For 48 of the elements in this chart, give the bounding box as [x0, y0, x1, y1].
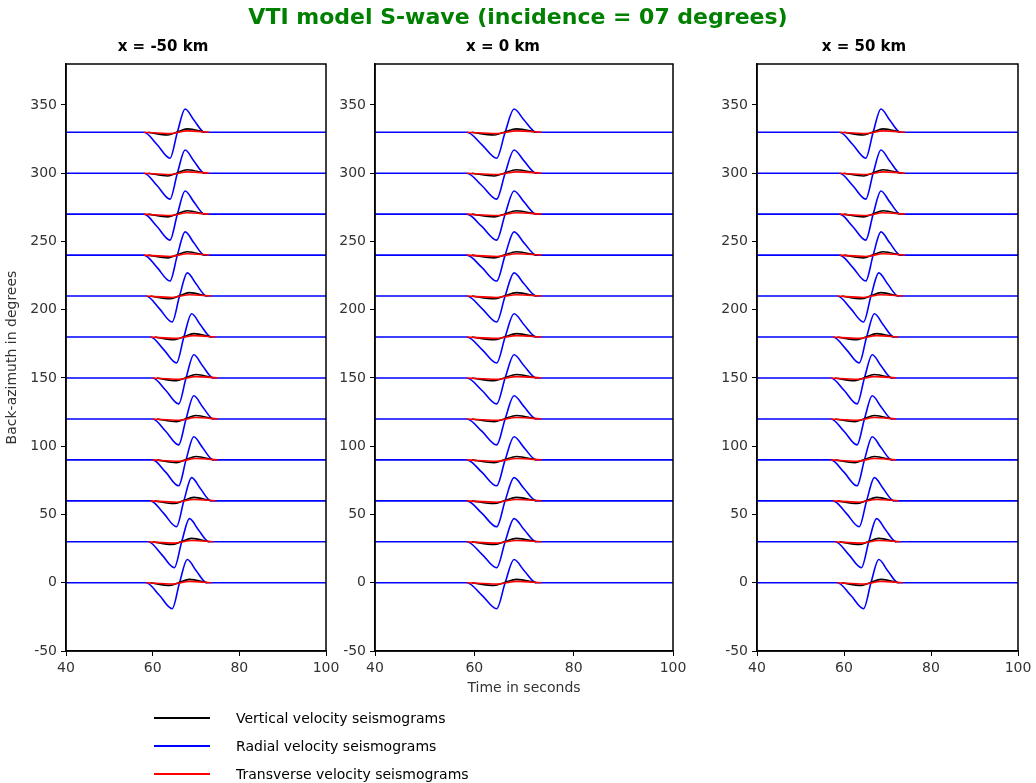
x-tick-label: 40: [57, 659, 75, 676]
x-tick-label: 80: [230, 659, 249, 676]
y-tick-label: 150: [30, 368, 57, 385]
x-axis-title: Time in seconds: [466, 679, 581, 696]
x-tick-label: 60: [835, 659, 853, 676]
chart-subtitle: x = -50 km: [117, 36, 209, 55]
y-tick-label: -50: [725, 641, 748, 658]
x-tick-label: 40: [748, 659, 766, 676]
y-tick-label: 50: [348, 505, 366, 522]
y-tick-label: 200: [339, 300, 366, 317]
legend-label: Vertical velocity seismograms: [236, 710, 446, 726]
y-tick-label: 200: [30, 300, 57, 317]
y-tick-label: 100: [30, 436, 57, 453]
legend-label: Transverse velocity seismograms: [236, 766, 469, 782]
legend-label: Radial velocity seismograms: [236, 738, 437, 754]
y-axis-title: Back-azimuth in degrees: [3, 270, 20, 445]
chart-subtitle: x = 0 km: [466, 36, 540, 55]
y-tick-label: 350: [721, 95, 748, 112]
chart-subtitle: x = 50 km: [821, 36, 907, 55]
x-tick-label: 100: [312, 659, 340, 676]
y-tick-label: 300: [339, 163, 366, 180]
x-tick-label: 60: [465, 659, 484, 676]
y-tick-label: 250: [339, 232, 366, 249]
y-tick-label: 300: [30, 163, 57, 180]
x-tick-label: 60: [143, 659, 162, 676]
y-tick-label: 200: [721, 300, 748, 317]
y-tick-label: 50: [39, 505, 57, 522]
y-tick-label: 0: [357, 573, 366, 590]
y-tick-label: 100: [339, 436, 366, 453]
x-tick-label: 40: [366, 659, 384, 676]
y-tick-label: 50: [730, 505, 748, 522]
y-tick-label: 350: [339, 95, 366, 112]
x-tick-label: 80: [922, 659, 940, 676]
y-tick-label: 350: [30, 95, 57, 112]
y-tick-label: 300: [721, 163, 748, 180]
x-tick-label: 100: [659, 659, 687, 676]
y-tick-label: 150: [721, 368, 748, 385]
x-tick-label: 100: [1004, 659, 1032, 676]
y-tick-label: -50: [34, 641, 57, 658]
y-tick-label: 250: [30, 232, 57, 249]
y-tick-label: 0: [739, 573, 748, 590]
y-tick-label: 100: [721, 436, 748, 453]
y-tick-label: 150: [339, 368, 366, 385]
y-tick-label: 250: [721, 232, 748, 249]
y-tick-label: 0: [48, 573, 57, 590]
text: VTI model S-wave (incidence = 07 degrees): [247, 4, 789, 29]
x-tick-label: 80: [564, 659, 583, 676]
y-tick-label: -50: [343, 641, 366, 658]
